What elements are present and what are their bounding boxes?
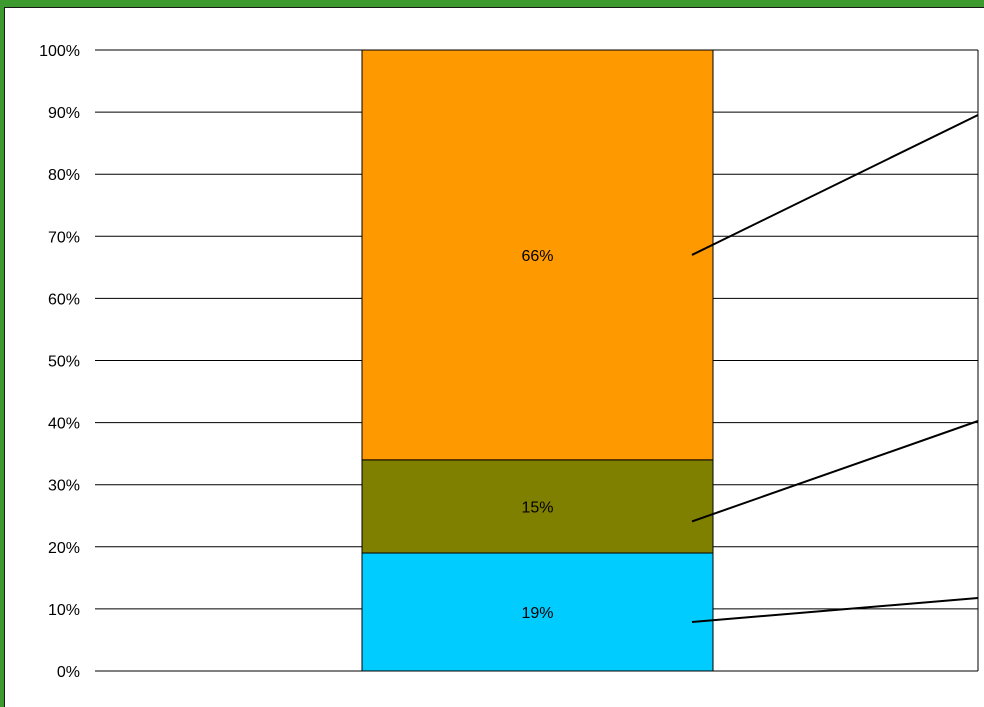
data-label: 66% — [521, 248, 553, 265]
window-top-band — [0, 0, 984, 7]
chart-panel — [4, 7, 984, 707]
window-left-border — [0, 0, 4, 707]
leader-lines — [691, 114, 979, 624]
y-tick-label: 60% — [48, 291, 80, 308]
data-label: 19% — [521, 605, 553, 622]
bar-segment — [361, 49, 714, 461]
y-tick-label: 30% — [48, 478, 80, 495]
bar-segment — [361, 552, 714, 672]
y-tick-label: 40% — [48, 416, 80, 433]
y-tick-label: 90% — [48, 105, 80, 122]
bar-segment — [361, 459, 714, 554]
y-tick-label: 20% — [48, 540, 80, 557]
leader-line — [691, 420, 979, 523]
y-axis-ticks: 0% 10% 20% 30% 40% 50% 60% 70% 80% 90% 100% — [39, 43, 80, 681]
leader-line — [691, 597, 979, 624]
bar-segments — [361, 49, 714, 672]
y-tick-label: 70% — [48, 229, 80, 246]
y-tick-label: 100% — [39, 43, 80, 60]
leader-line — [691, 114, 979, 256]
y-tick-label: 50% — [48, 354, 80, 371]
data-labels: 19% 15% 66% — [521, 248, 553, 622]
y-tick-label: 0% — [57, 664, 80, 681]
data-label: 15% — [521, 499, 553, 516]
y-tick-label: 10% — [48, 602, 80, 619]
y-tick-label: 80% — [48, 167, 80, 184]
